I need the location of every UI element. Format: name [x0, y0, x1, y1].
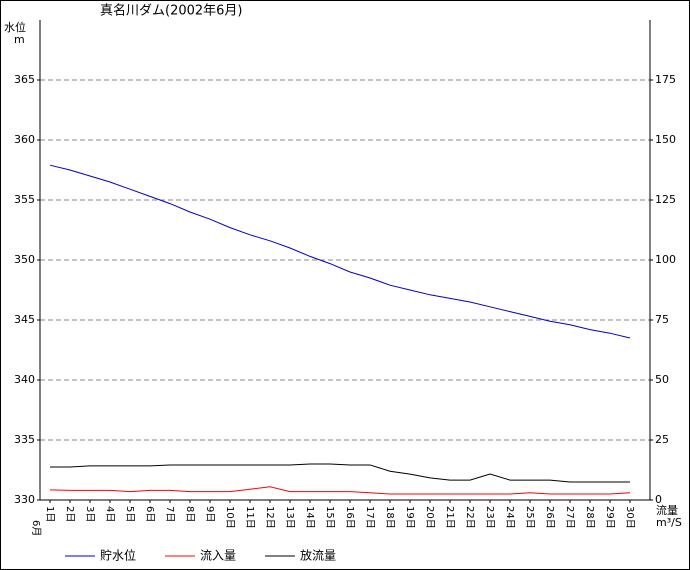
y2-tick-label: 50 — [655, 373, 669, 386]
y-tick-label: 345 — [14, 313, 35, 326]
y-tick-label: 350 — [14, 253, 35, 266]
x-tick-label: 9日 — [204, 506, 215, 522]
legend-label: 放流量 — [300, 548, 336, 563]
y-axis-unit: m — [14, 33, 25, 46]
x-tick-label: 2日 — [64, 506, 75, 522]
x-tick-label: 20日 — [424, 506, 435, 529]
legend-label: 流入量 — [200, 549, 236, 563]
x-tick-label: 26日 — [544, 506, 555, 529]
y2-tick-label: 125 — [655, 193, 676, 206]
y-tick-label: 335 — [14, 433, 35, 446]
series-line — [49, 164, 631, 339]
x-tick-label: 16日 — [344, 506, 355, 529]
x-tick-label: 6日 — [144, 506, 155, 522]
y-axis-label: 水位 — [4, 20, 26, 34]
x-tick-label: 23日 — [484, 506, 495, 529]
x-tick-label: 1日 — [44, 506, 55, 522]
x-tick-label: 14日 — [304, 506, 315, 529]
month-label: 6月 — [30, 520, 42, 536]
y2-tick-label: 25 — [655, 433, 669, 446]
x-tick-label: 21日 — [444, 506, 455, 529]
y2-tick-label: 0 — [655, 493, 662, 506]
x-tick-label: 11日 — [244, 506, 255, 529]
x-tick-label: 22日 — [464, 506, 475, 529]
y-tick-label: 360 — [14, 133, 35, 146]
x-tick-label: 18日 — [384, 506, 395, 529]
x-tick-label: 4日 — [104, 506, 115, 522]
x-tick-label: 13日 — [284, 506, 295, 529]
x-tick-label: 27日 — [564, 506, 575, 529]
x-tick-label: 3日 — [84, 506, 95, 522]
x-tick-label: 30日 — [624, 506, 635, 529]
y2-tick-label: 150 — [655, 133, 676, 146]
x-tick-label: 8日 — [184, 506, 195, 522]
y2-axis-unit: m³/S — [656, 516, 682, 529]
chart-title: 真名川ダム(2002年6月) — [100, 3, 243, 19]
y-tick-label: 365 — [14, 73, 35, 86]
y2-tick-label: 75 — [655, 313, 669, 326]
legend-label: 貯水位 — [100, 548, 136, 563]
y2-tick-label: 100 — [655, 253, 676, 266]
x-tick-label: 25日 — [524, 506, 535, 529]
x-tick-label: 5日 — [124, 506, 135, 522]
y2-axis-label: 流量 — [656, 503, 678, 517]
series-line — [50, 463, 630, 483]
x-tick-label: 10日 — [224, 506, 235, 529]
y2-tick-label: 175 — [655, 73, 676, 86]
x-tick-label: 28日 — [584, 506, 595, 529]
x-tick-label: 24日 — [504, 506, 515, 529]
y-tick-label: 340 — [14, 373, 35, 386]
x-tick-label: 19日 — [404, 506, 415, 529]
x-tick-label: 17日 — [364, 506, 375, 529]
x-tick-label: 7日 — [164, 506, 175, 522]
series-line — [49, 486, 631, 495]
x-tick-label: 12日 — [264, 506, 275, 529]
y-tick-label: 355 — [14, 193, 35, 206]
y-tick-label: 330 — [14, 493, 35, 506]
x-tick-label: 29日 — [604, 506, 615, 529]
x-tick-label: 15日 — [324, 506, 335, 529]
